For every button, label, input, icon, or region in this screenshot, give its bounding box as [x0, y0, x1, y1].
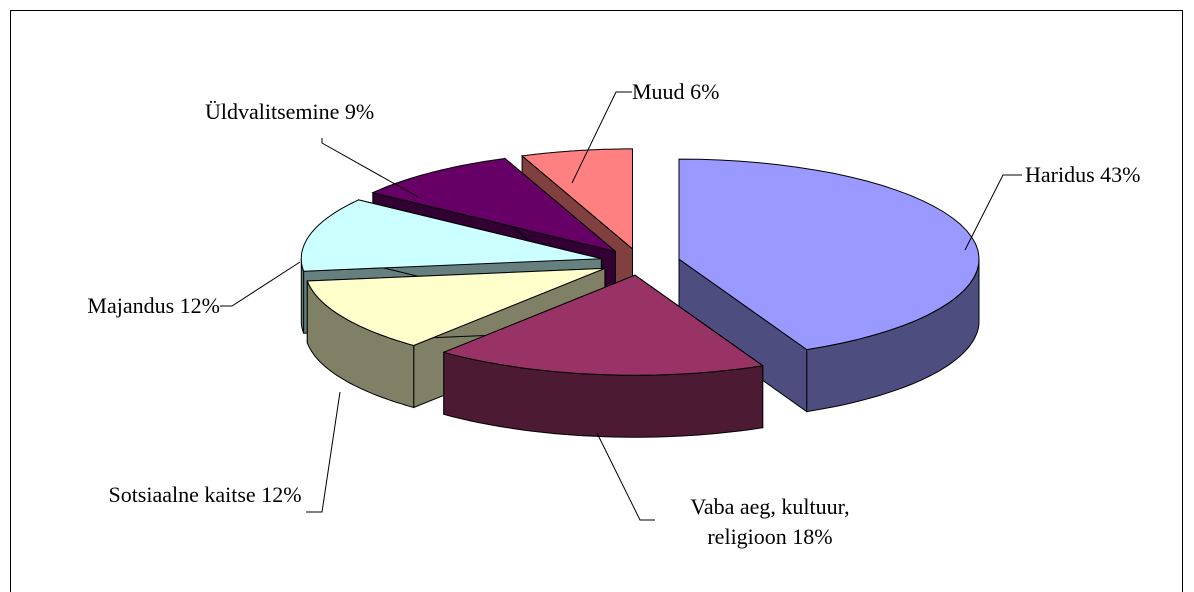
category: Muud: [632, 79, 685, 104]
category: Sotsiaalne kaitse: [108, 482, 256, 507]
leader-line: [964, 174, 1022, 251]
value-label: 12%: [179, 293, 220, 318]
slice-label: Muud 6%: [632, 77, 772, 107]
category: Vaba aeg, kultuur, religioon: [690, 494, 850, 549]
category: Haridus: [1025, 162, 1095, 187]
slice-top: [520, 148, 633, 250]
leader-line: [596, 432, 655, 521]
slice-top: [371, 157, 616, 252]
slice-label: Vaba aeg, kultuur, religioon 18%: [655, 492, 885, 552]
pie: [300, 148, 980, 438]
value-label: 43%: [1100, 162, 1141, 187]
value-label: 6%: [690, 79, 720, 104]
slice-label: Haridus 43%: [1025, 160, 1185, 190]
slice-label: Üldvalitsemine 9%: [205, 97, 445, 127]
category: Üldvalitsemine: [205, 99, 340, 124]
slice-label: Sotsiaalne kaitse 12%: [95, 480, 315, 510]
leader-line: [321, 138, 419, 198]
category: Majandus: [87, 293, 175, 318]
value-label: 18%: [792, 524, 833, 549]
leader-line: [306, 391, 341, 513]
slice-top: [306, 267, 606, 347]
leaders: [220, 91, 1022, 521]
value-label: 9%: [344, 99, 375, 124]
slice-top: [300, 199, 602, 272]
slice-top: [442, 274, 764, 376]
leader-line: [220, 261, 301, 307]
frame: [10, 10, 1183, 592]
leader-line: [571, 91, 632, 184]
slice-label: Majandus 12%: [30, 291, 220, 321]
value-label: 12%: [261, 482, 302, 507]
